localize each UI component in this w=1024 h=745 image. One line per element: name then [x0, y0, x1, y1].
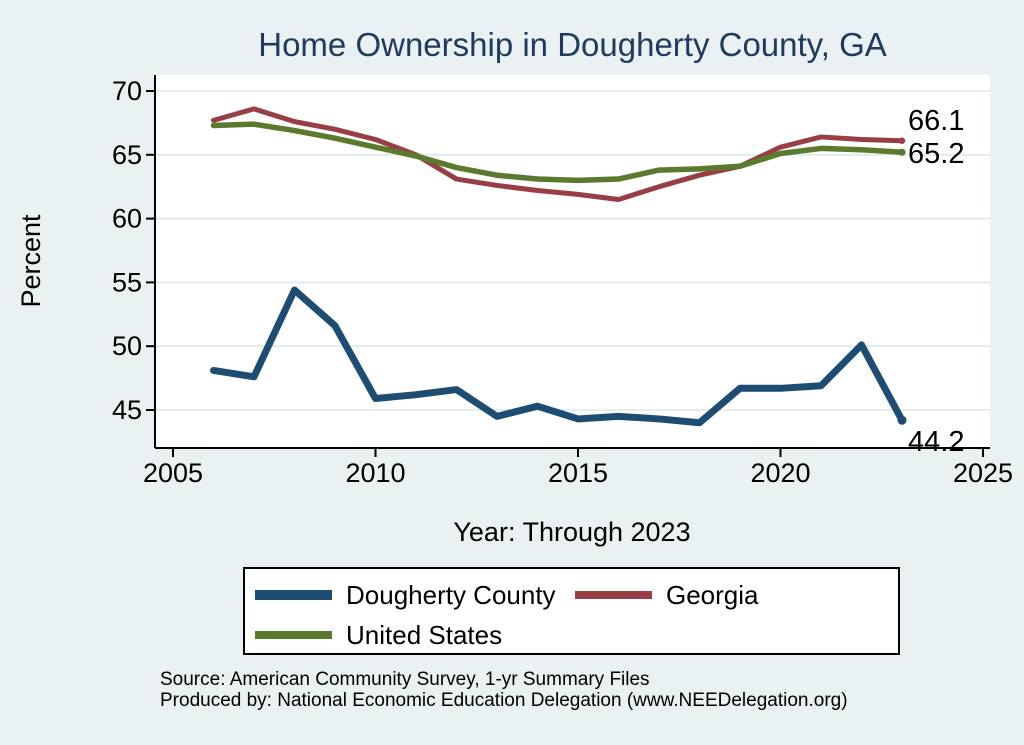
y-axis-title: Percent: [16, 214, 46, 308]
legend-label-united-states: United States: [346, 619, 503, 650]
source-line: Source: American Community Survey, 1-yr …: [160, 669, 650, 690]
united-states-line-swatch: [255, 631, 332, 639]
series-endpoint-united-states: [898, 148, 906, 156]
end-value-label-united-states: 65.2: [908, 138, 964, 170]
series-endpoint-dougherty-county: [897, 415, 907, 425]
produced-by-line: Produced by: National Economic Education…: [160, 690, 848, 711]
chart-generated-layer: 45 50 55 60 65 70 2005 2010 2015 2020 2025 66.165.2…: [112, 75, 1013, 488]
x-tick-label: 2005: [143, 458, 203, 488]
legend-row: United States: [255, 615, 888, 655]
legend: Dougherty County Georgia United States: [243, 567, 900, 655]
series-endpoint-georgia: [898, 137, 906, 145]
x-tick-label: 2015: [548, 458, 608, 488]
x-axis-title: Year: Through 2023: [453, 517, 690, 547]
series-line-georgia: [211, 106, 905, 202]
legend-label-georgia: Georgia: [666, 579, 759, 610]
legend-item-dougherty-county: Dougherty County: [255, 580, 575, 611]
series-line-united-states: [210, 121, 905, 184]
chart-plot: 45 50 55 60 65 70 2005 2010 2015 2020 2025 66.165.2…: [16, 75, 1013, 547]
y-tick-label: 60: [112, 204, 142, 234]
x-tick-label: 2010: [345, 458, 405, 488]
legend-label-dougherty-county: Dougherty County: [346, 579, 556, 610]
y-tick-label: 65: [112, 140, 142, 170]
series-line-dougherty-county: [210, 286, 906, 427]
x-tick-label: 2020: [750, 458, 810, 488]
source-note: Source: American Community Survey, 1-yr …: [160, 669, 848, 711]
legend-item-united-states: United States: [255, 620, 575, 651]
y-tick-label: 45: [112, 395, 142, 425]
dougherty-county-line-swatch: [255, 590, 332, 600]
y-tick-label: 55: [112, 267, 142, 297]
legend-item-georgia: Georgia: [575, 580, 759, 611]
legend-row: Dougherty County Georgia: [255, 575, 888, 615]
end-value-label-dougherty-county: 44.2: [908, 426, 964, 458]
chart-title: Home Ownership in Dougherty County, GA: [258, 26, 887, 63]
x-tick-label: 2025: [953, 458, 1013, 488]
y-tick-label: 50: [112, 331, 142, 361]
end-value-label-georgia: 66.1: [908, 105, 964, 137]
y-tick-label: 70: [112, 76, 142, 106]
georgia-line-swatch: [575, 591, 652, 599]
